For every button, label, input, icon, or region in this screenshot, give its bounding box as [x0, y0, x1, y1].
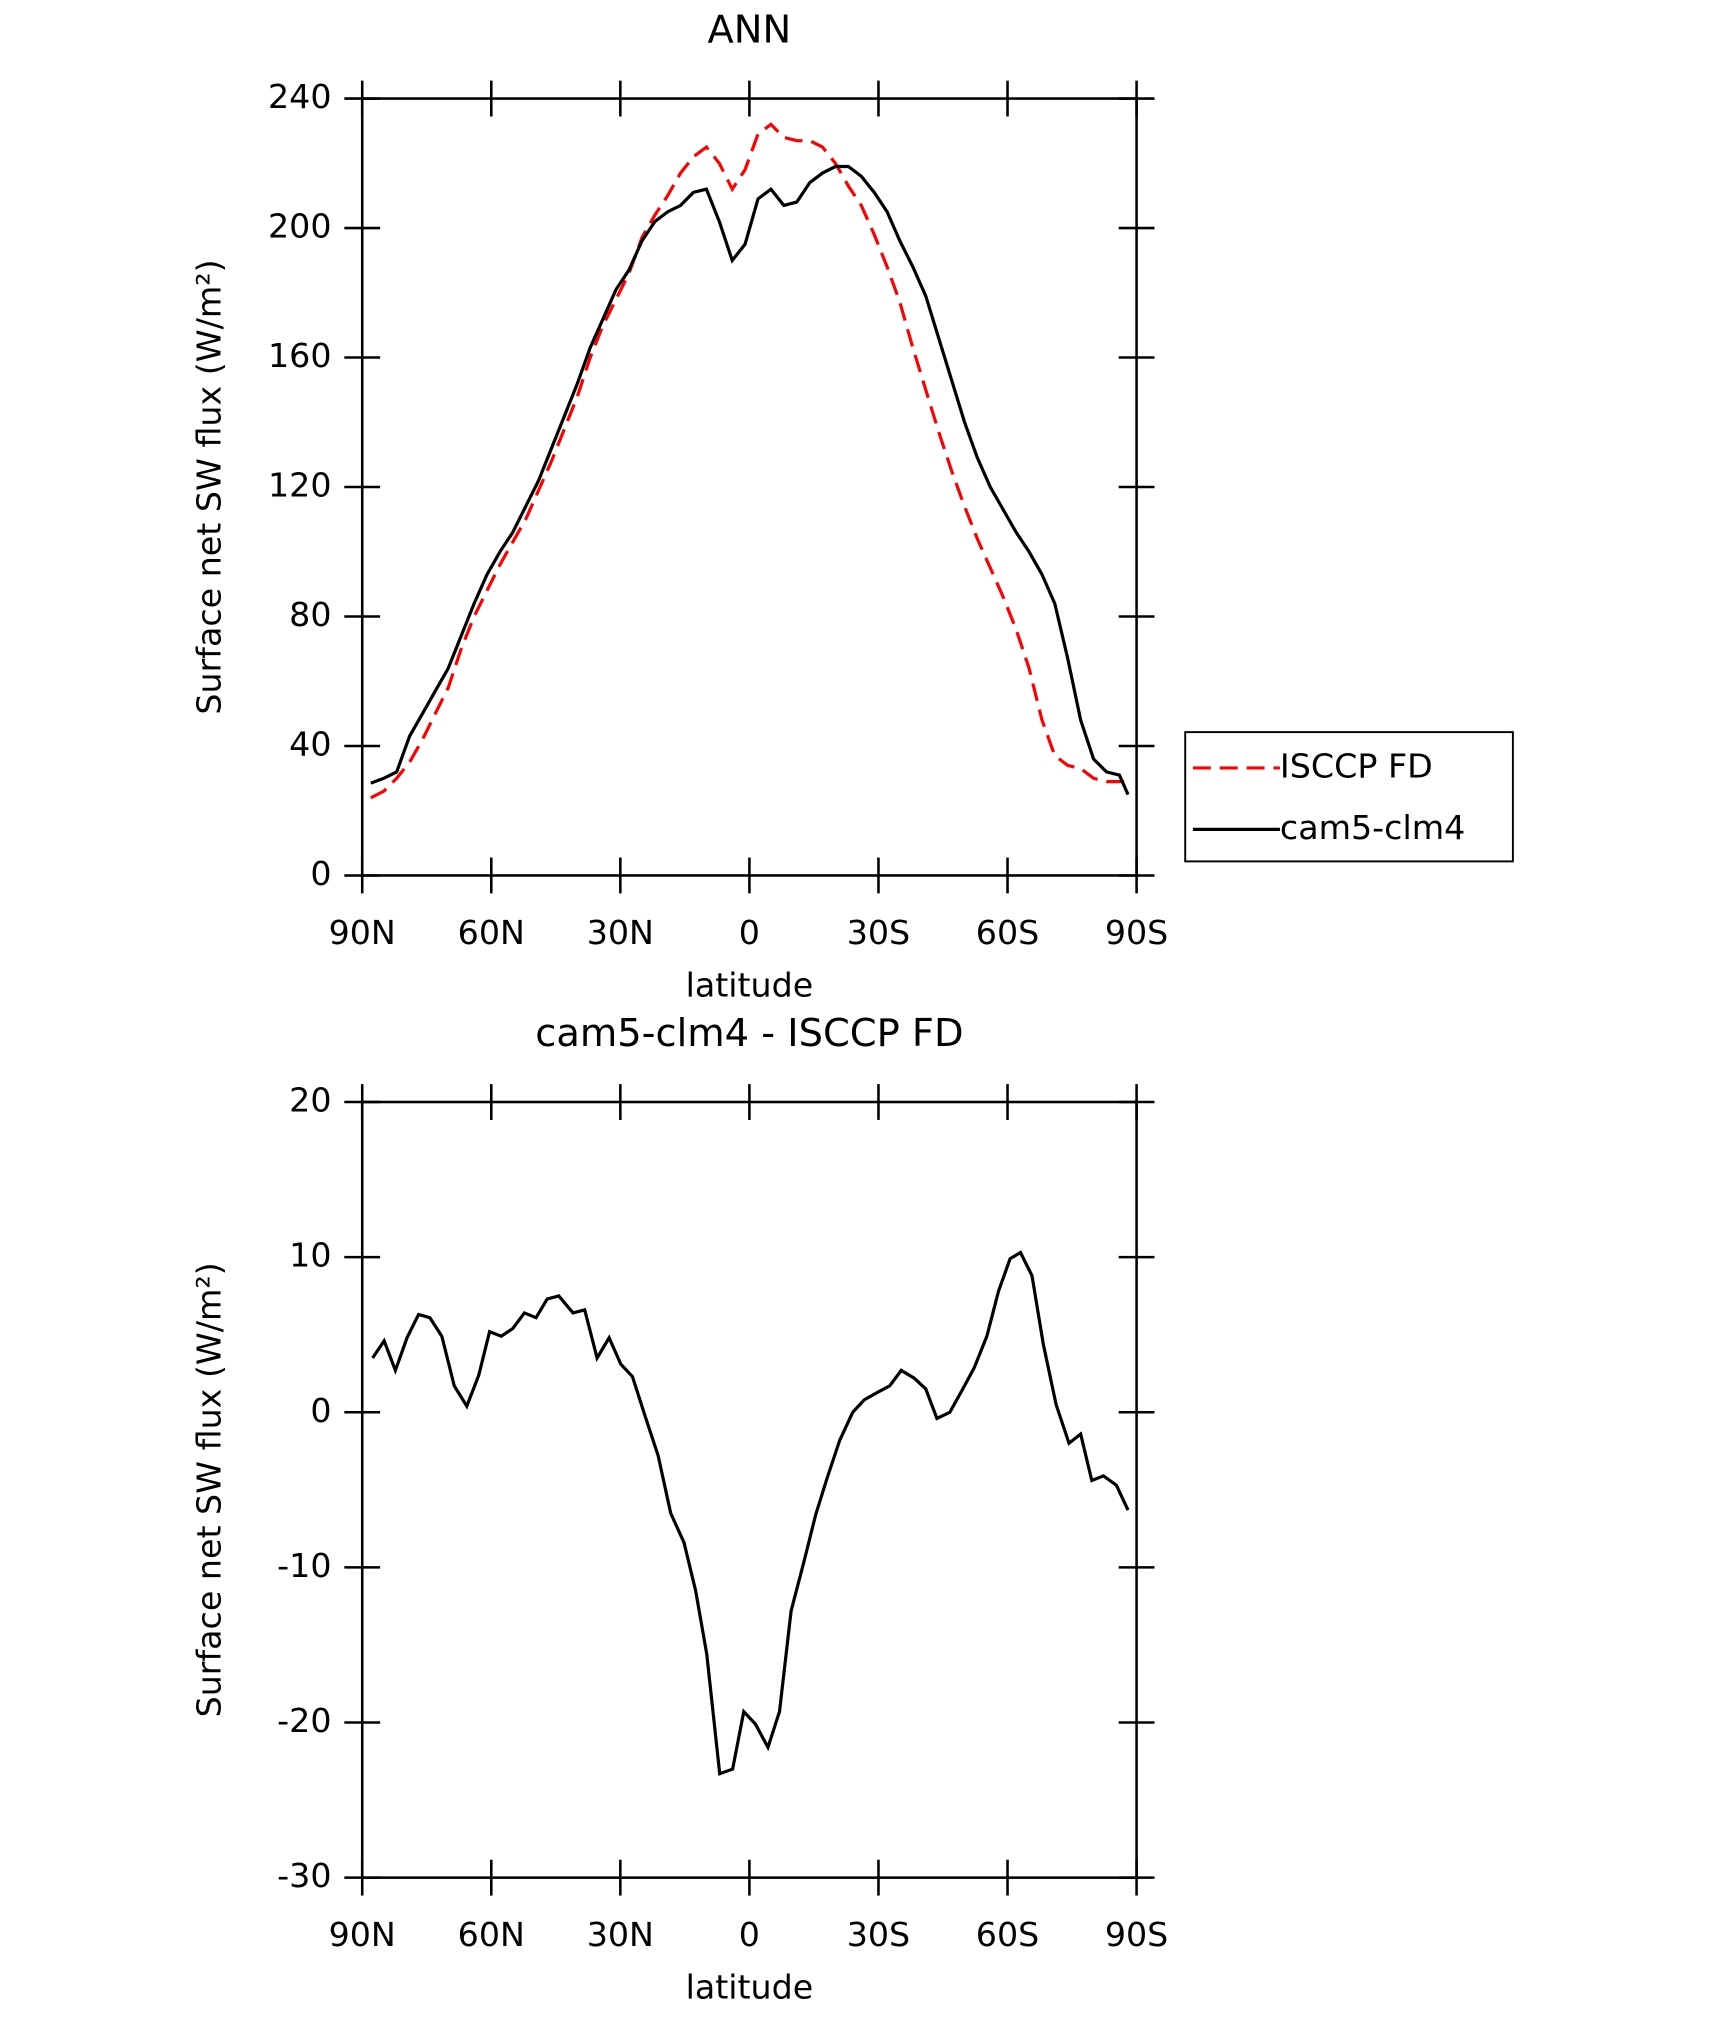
y-tick-label: 0 [310, 1391, 331, 1430]
y-tick-label: 20 [289, 1081, 331, 1120]
y-tick-label: -30 [277, 1856, 331, 1895]
x-tick-label: 90N [329, 913, 396, 952]
y-tick-label: 240 [268, 77, 331, 116]
y-tick-label: 40 [289, 724, 331, 763]
y-tick-label: 120 [268, 466, 331, 505]
data-line [371, 1250, 1130, 1776]
y-tick-label: 0 [310, 854, 331, 893]
y-tick-label: 80 [289, 595, 331, 634]
x-tick-label: 30S [847, 1915, 910, 1954]
x-tick-label: 30S [847, 913, 910, 952]
plot-frame [360, 1100, 1138, 1879]
x-tick-label: 60S [976, 913, 1039, 952]
x-tick-label: 30N [587, 1915, 654, 1954]
y-tick-label: -10 [277, 1546, 331, 1585]
y-tick-label: -20 [277, 1701, 331, 1740]
x-tick-label: 90S [1105, 913, 1168, 952]
legend-label: ISCCP FD [1280, 746, 1433, 785]
x-axis-label: latitude [686, 965, 814, 1004]
x-tick-label: 30N [587, 913, 654, 952]
y-tick-label: 160 [268, 336, 331, 375]
x-tick-label: 0 [739, 913, 760, 952]
y-tick-label: 200 [268, 207, 331, 246]
y-axis-label: Surface net SW flux (W/m²) [190, 259, 229, 714]
x-tick-label: 60N [458, 913, 525, 952]
y-axis-label: Surface net SW flux (W/m²) [190, 1262, 229, 1717]
legend-label: cam5-clm4 [1280, 808, 1465, 847]
plot-frame [360, 97, 1138, 877]
x-tick-label: 60S [976, 1915, 1039, 1954]
y-tick-label: 10 [289, 1236, 331, 1275]
chart-title: ANN [708, 7, 792, 52]
x-axis-label: latitude [686, 1968, 814, 2007]
x-tick-label: 0 [739, 1915, 760, 1954]
x-tick-label: 60N [458, 1915, 525, 1954]
x-tick-label: 90S [1105, 1915, 1168, 1954]
chart-title: cam5-clm4 - ISCCP FD [535, 1011, 963, 1056]
x-tick-label: 90N [329, 1915, 396, 1954]
data-line [370, 164, 1130, 796]
legend-box [1184, 731, 1514, 863]
